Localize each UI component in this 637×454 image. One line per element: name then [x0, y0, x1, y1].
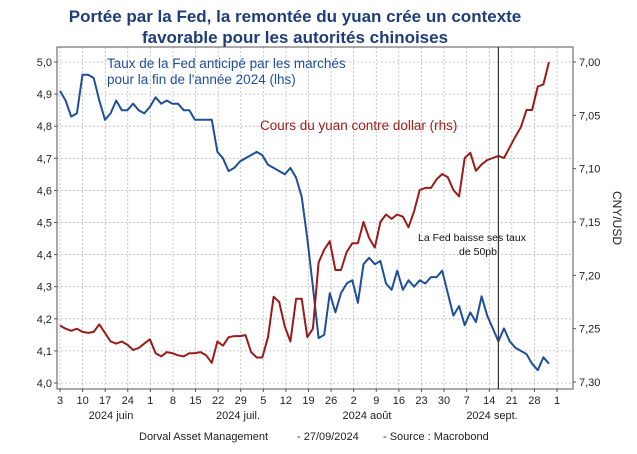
left-tick-label: 4,0 — [37, 378, 52, 390]
month-label: 2024 juil. — [216, 410, 260, 422]
x-tick-label: 30 — [438, 395, 450, 407]
chart-title-line1: Portée par la Fed, la remontée du yuan c… — [68, 7, 522, 26]
left-axis: 5,0 4,9 4,8 4,7 4,6 4,5 4,4 4,3 4,2 4,1 4,0 — [37, 57, 57, 390]
x-tick-label: 21 — [506, 395, 518, 407]
left-tick-label: 4,2 — [37, 314, 52, 326]
x-tick-label: 7 — [464, 395, 470, 407]
right-tick-label: 7,00 — [579, 57, 600, 69]
fed-rate-line — [59, 73, 550, 372]
fed-series-label-line2: pour la fin de l'année 2024 (lhs) — [107, 72, 296, 87]
right-tick-label: 7,30 — [579, 377, 600, 389]
x-tick-label: 28 — [528, 395, 540, 407]
left-tick-label: 4,5 — [37, 218, 52, 230]
chart-title: Portée par la Fed, la remontée du yuan c… — [0, 6, 590, 48]
x-tick-label: 26 — [325, 395, 337, 407]
footer-source: - Source : Macrobond — [383, 431, 489, 443]
yuan-series-label: Cours du yuan contre dollar (rhs) — [260, 118, 457, 133]
x-tick-label: 19 — [302, 395, 314, 407]
x-tick-label: 2 — [351, 395, 357, 407]
x-tick-label: 1 — [147, 395, 153, 407]
x-tick-label: 29 — [235, 395, 247, 407]
annotation-line1: La Fed baisse ses taux — [418, 232, 527, 244]
x-tick-label: 16 — [393, 395, 405, 407]
x-tick-label: 3 — [57, 395, 63, 407]
left-tick-label: 4,4 — [37, 250, 52, 262]
x-tick-label: 1 — [554, 395, 560, 407]
x-tick-label: 15 — [189, 395, 201, 407]
left-tick-label: 4,7 — [37, 153, 52, 165]
x-tick-label: 10 — [76, 395, 88, 407]
x-tick-label: 12 — [280, 395, 292, 407]
footer-date: - 27/09/2024 — [297, 431, 359, 443]
footer-org: Dorval Asset Management — [139, 431, 269, 443]
right-axis-title: CNY/USD — [610, 191, 624, 245]
plot-frame — [56, 46, 574, 390]
month-label: 2024 juin — [89, 410, 134, 422]
right-tick-label: 7,10 — [579, 164, 600, 176]
right-tick-label: 7,05 — [579, 110, 600, 122]
yuan-rate-line — [59, 61, 550, 364]
annotation-line2: de 50pb — [459, 246, 497, 258]
month-labels: 2024 juin 2024 juil. 2024 août 2024 sept. — [89, 410, 518, 422]
month-label: 2024 sept. — [466, 410, 517, 422]
x-tick-label: 9 — [373, 395, 379, 407]
gridlines — [57, 47, 573, 389]
x-tick-label: 8 — [170, 395, 176, 407]
x-tick-label: 24 — [122, 395, 134, 407]
left-tick-label: 4,1 — [37, 346, 52, 358]
right-axis: 7,00 7,05 7,10 7,15 7,20 7,25 7,30 — [573, 57, 600, 389]
fed-series-label-line1: Taux de la Fed anticipé par les marchés — [107, 56, 346, 71]
left-tick-label: 4,3 — [37, 282, 52, 294]
x-tick-label: 17 — [99, 395, 111, 407]
chart-title-line2: favorable pour les autorités chinoises — [141, 28, 449, 47]
right-tick-label: 7,25 — [579, 324, 600, 336]
month-label: 2024 août — [343, 410, 392, 422]
x-tick-label: 5 — [260, 395, 266, 407]
x-axis: 3 10 17 24 1 8 15 22 29 5 12 19 26 2 9 16 23 30 7 14 21 28 1 — [57, 389, 560, 407]
series-layer — [59, 61, 550, 372]
right-tick-label: 7,15 — [579, 217, 600, 229]
left-tick-label: 4,6 — [37, 185, 52, 197]
left-tick-label: 4,8 — [37, 121, 52, 133]
annotation: La Fed baisse ses taux de 50pb — [418, 47, 527, 389]
left-tick-label: 5,0 — [37, 57, 52, 69]
left-tick-label: 4,9 — [37, 89, 52, 101]
right-tick-label: 7,20 — [579, 270, 600, 282]
x-tick-label: 23 — [415, 395, 427, 407]
x-tick-label: 22 — [212, 395, 224, 407]
x-tick-label: 14 — [483, 395, 495, 407]
